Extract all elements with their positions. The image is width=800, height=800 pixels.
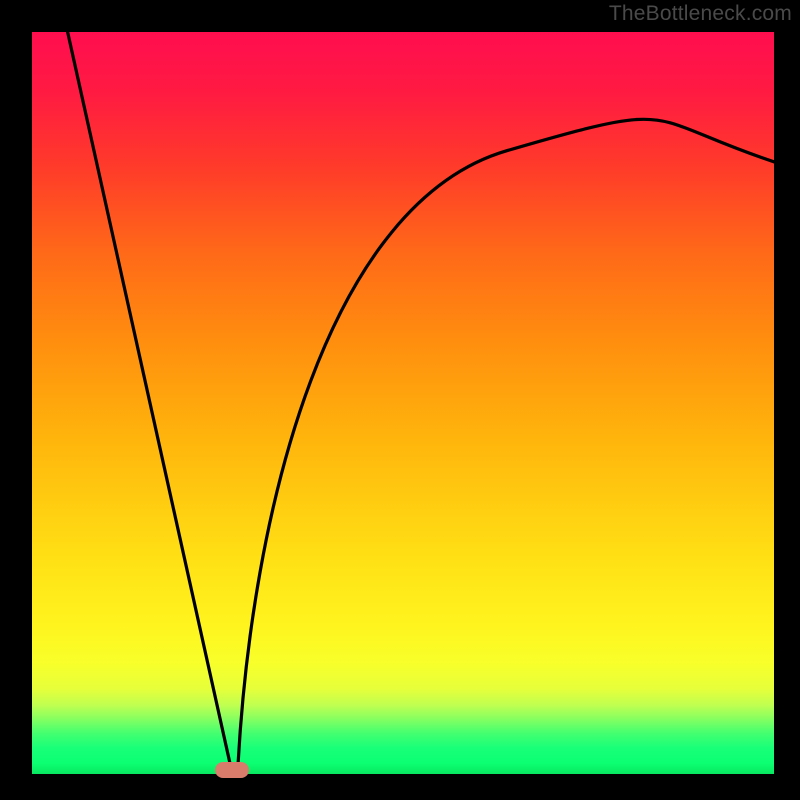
watermark-text: TheBottleneck.com — [609, 2, 792, 26]
bottleneck-curve — [32, 32, 774, 774]
optimal-marker — [215, 762, 249, 778]
plot-area — [32, 32, 774, 774]
